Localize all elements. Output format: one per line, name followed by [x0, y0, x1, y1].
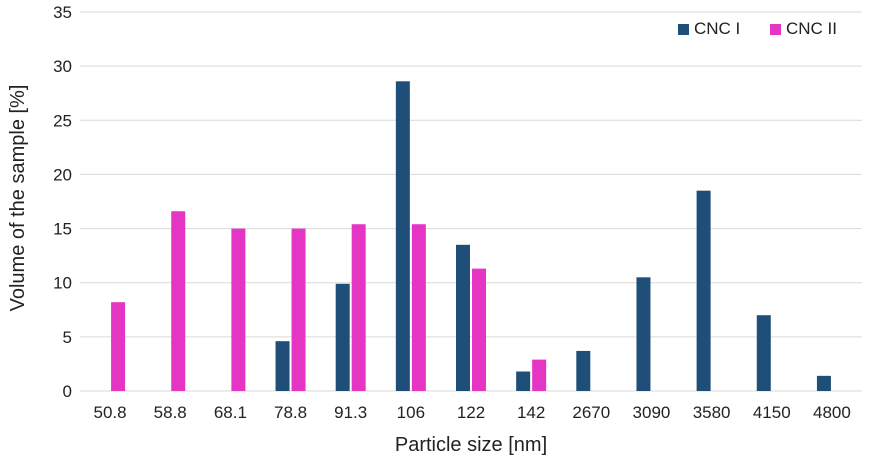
x-tick-label: 3580	[693, 403, 731, 422]
y-axis-title: Volume of the sample [%]	[7, 85, 29, 312]
bar-cnc-i	[696, 190, 711, 391]
bar-cnc-ii	[411, 224, 426, 391]
x-tick-label: 78.8	[274, 403, 307, 422]
x-tick-label: 142	[517, 403, 545, 422]
legend-label-cnc-i: CNC I	[694, 19, 740, 38]
legend-swatch-cnc-ii	[770, 24, 781, 35]
x-tick-label: 122	[457, 403, 485, 422]
y-tick-label: 10	[53, 274, 72, 293]
bar-cnc-i	[456, 244, 470, 391]
bar-cnc-i	[516, 371, 531, 391]
bar-cnc-i	[816, 375, 831, 391]
bar-cnc-ii	[111, 302, 126, 391]
bar-cnc-ii	[171, 211, 186, 391]
bar-cnc-i	[275, 341, 290, 391]
x-tick-label: 4150	[753, 403, 791, 422]
bars	[111, 81, 831, 391]
legend: CNC I CNC II	[678, 19, 837, 38]
y-tick-label: 20	[53, 165, 72, 184]
x-axis-title: Particle size [nm]	[395, 434, 547, 456]
bar-cnc-ii	[351, 224, 366, 391]
y-tick-label: 25	[53, 111, 72, 130]
legend-label-cnc-ii: CNC II	[786, 19, 837, 38]
y-tick-label: 35	[53, 3, 72, 22]
y-tick-labels: 0 5 10 15 20 25 30 35	[53, 3, 72, 401]
gridlines	[80, 11, 862, 392]
y-tick-label: 15	[53, 220, 72, 239]
legend-swatch-cnc-i	[678, 24, 689, 35]
bar-cnc-i	[756, 315, 771, 391]
y-tick-label: 5	[63, 328, 72, 347]
x-tick-label: 106	[397, 403, 425, 422]
y-tick-label: 30	[53, 57, 72, 76]
x-tick-label: 3090	[633, 403, 671, 422]
bar-cnc-ii	[231, 228, 246, 391]
x-tick-label: 50.8	[94, 403, 127, 422]
bar-cnc-ii	[532, 359, 547, 391]
bar-cnc-i	[576, 350, 591, 391]
y-tick-label: 0	[63, 382, 72, 401]
x-tick-label: 4800	[813, 403, 851, 422]
bar-cnc-i	[395, 81, 410, 391]
x-tick-labels: 50.8 58.8 68.1 78.8 91.3 106 122 142 2670 3090 358…	[94, 403, 851, 422]
x-tick-label: 91.3	[334, 403, 367, 422]
x-tick-label: 58.8	[154, 403, 187, 422]
bar-cnc-i	[335, 283, 350, 391]
bar-cnc-ii	[291, 228, 306, 391]
bar-cnc-i	[636, 277, 651, 391]
x-tick-label: 68.1	[214, 403, 247, 422]
bar-cnc-ii	[472, 268, 486, 391]
x-tick-label: 2670	[572, 403, 610, 422]
